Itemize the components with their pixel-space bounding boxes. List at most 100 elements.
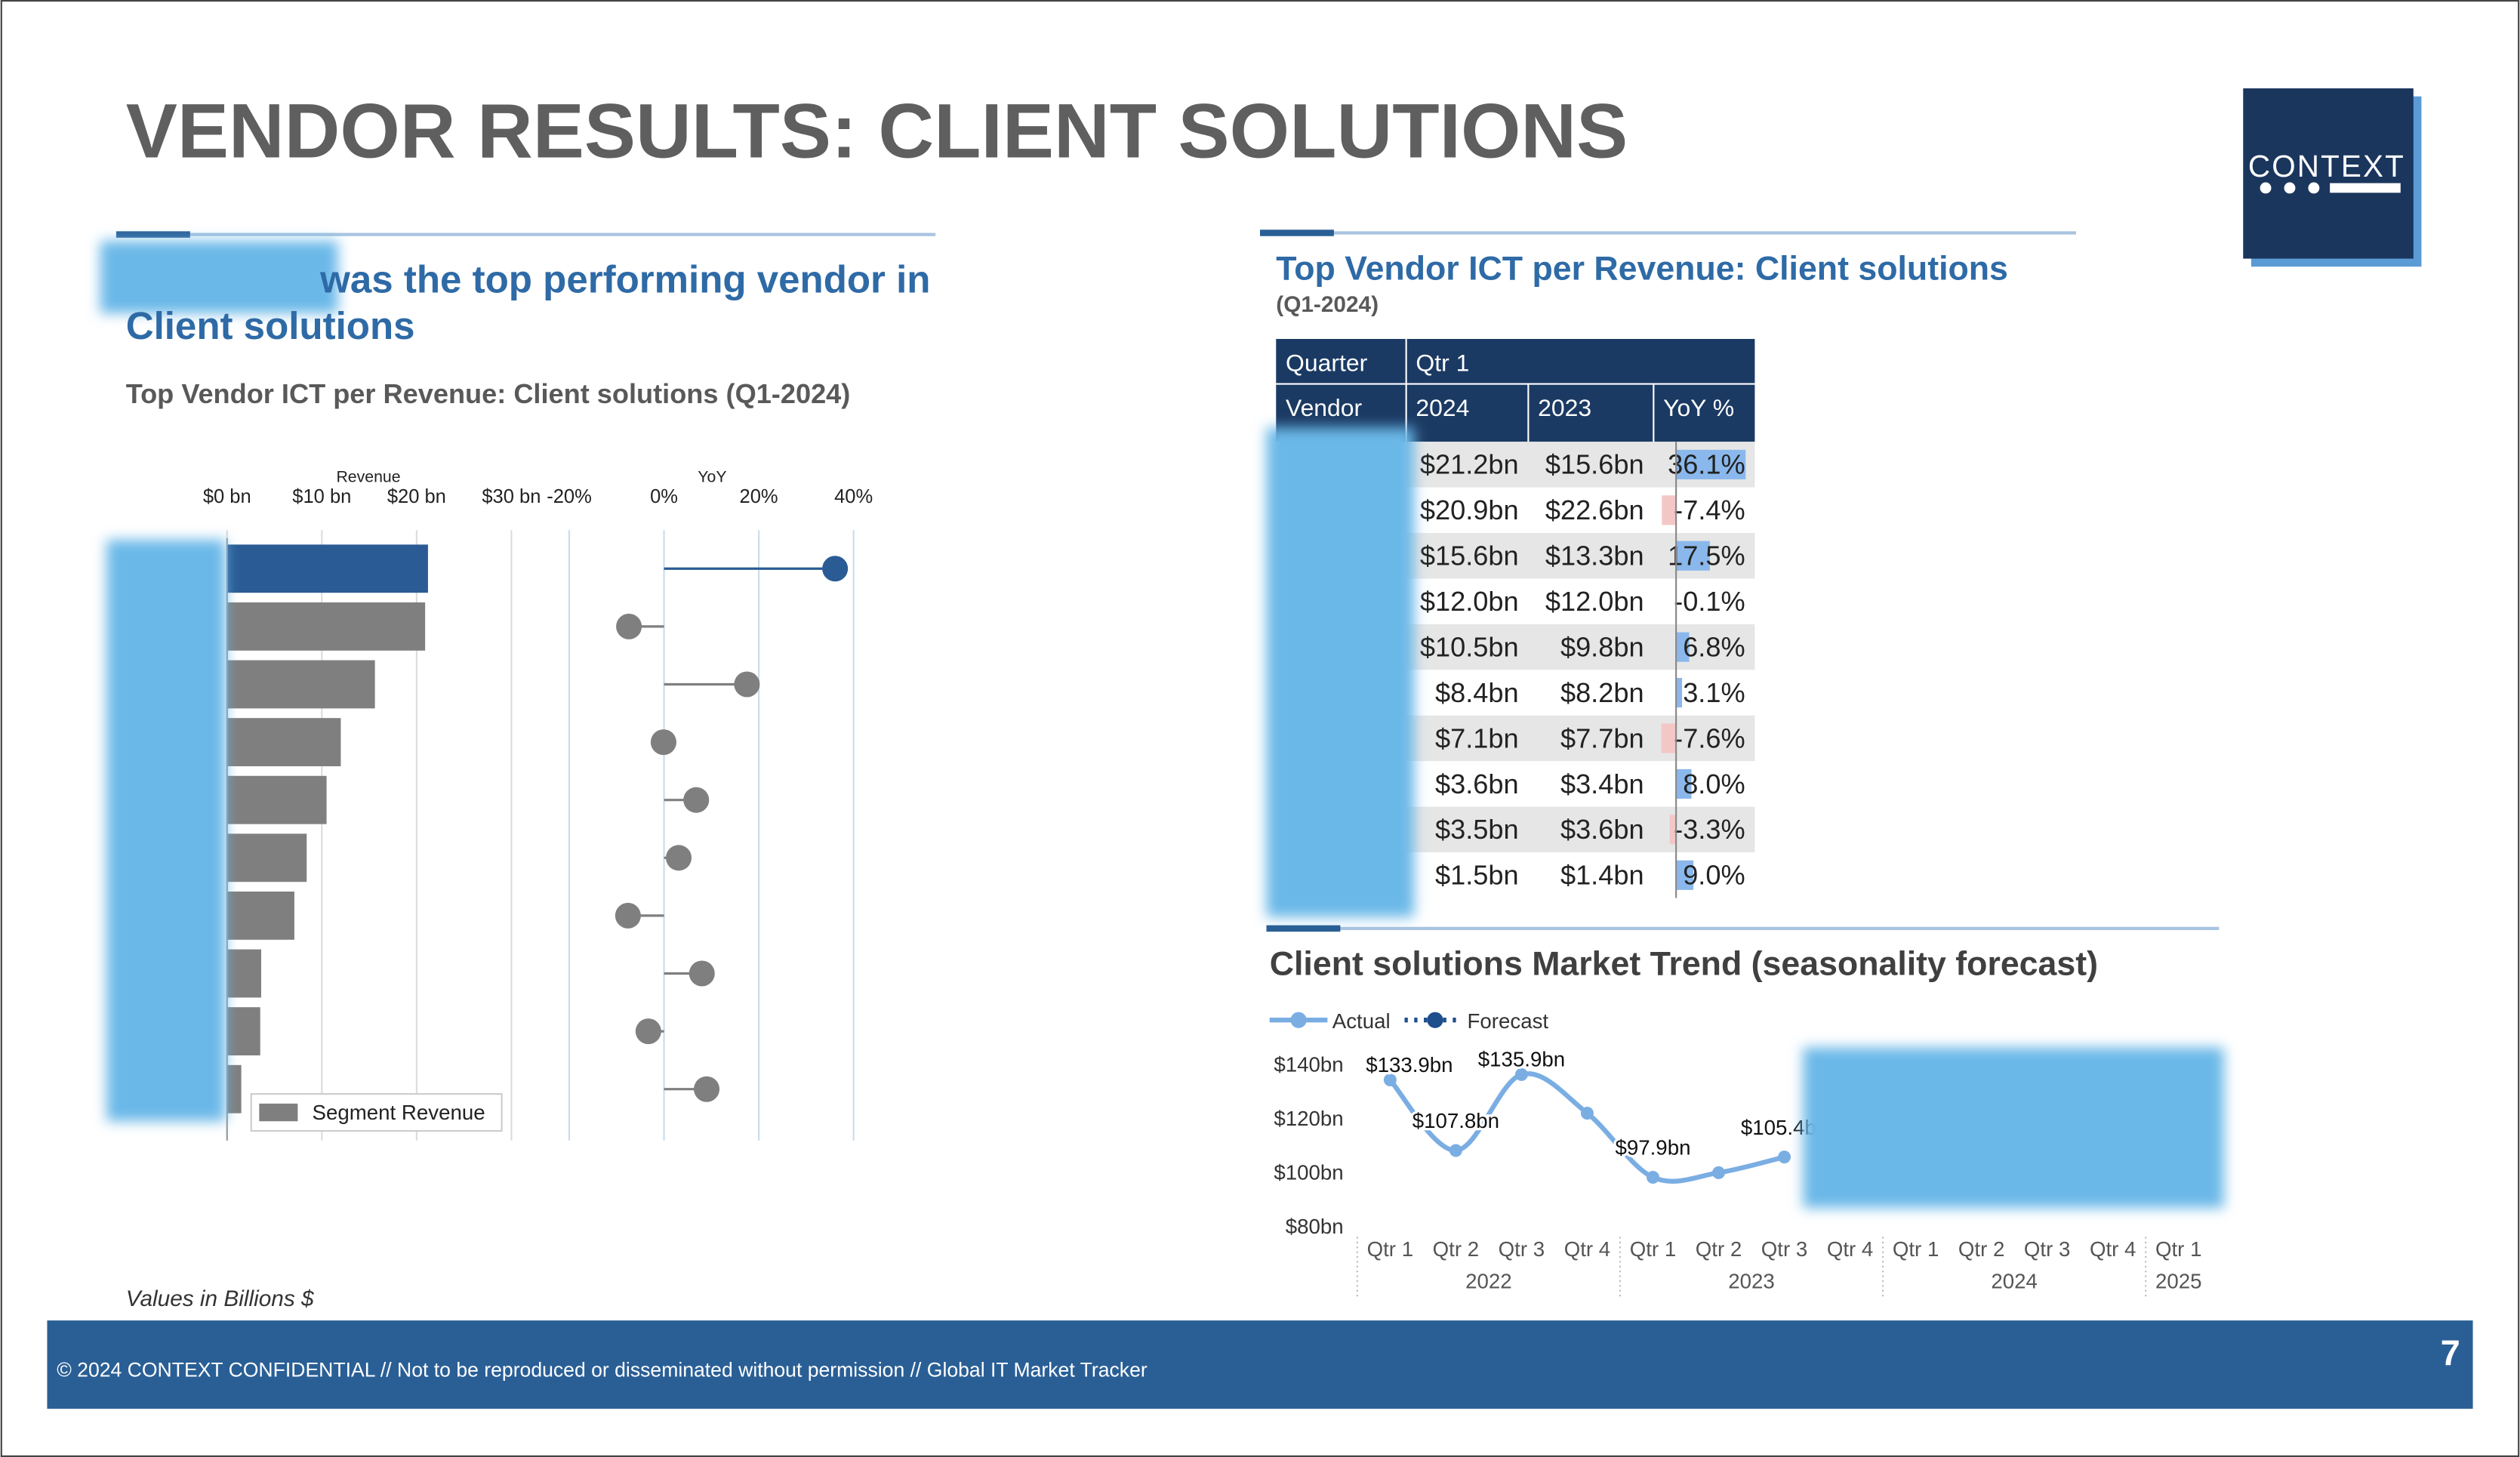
table-row xyxy=(1406,806,1755,853)
x-tick-label: 40% xyxy=(834,486,873,507)
legend-label: Segment Revenue xyxy=(313,1101,485,1124)
table-row xyxy=(1406,852,1755,898)
axis-title: Revenue xyxy=(336,467,400,485)
redaction xyxy=(1803,1047,2224,1209)
redaction xyxy=(1266,427,1415,918)
page-number: 7 xyxy=(2441,1334,2460,1373)
table-cell: $3.5bn xyxy=(1435,814,1519,845)
data-label: $133.9bn xyxy=(1366,1053,1453,1077)
x-tick-label: Qtr 3 xyxy=(1761,1237,1807,1261)
point xyxy=(1778,1151,1791,1164)
x-tick-label: $10 bn xyxy=(292,486,351,507)
data-bar xyxy=(1676,677,1683,708)
dot xyxy=(734,671,760,698)
point xyxy=(1383,1073,1397,1087)
table-cell: $7.1bn xyxy=(1435,722,1519,753)
y-tick-label: $140bn xyxy=(1274,1052,1343,1076)
table-header xyxy=(1276,338,1755,442)
logo-box xyxy=(2243,88,2414,259)
table-cell: $3.4bn xyxy=(1560,769,1644,799)
redaction xyxy=(106,539,226,1122)
headline: was the top performing vendor in xyxy=(319,257,930,300)
x-tick-label: Qtr 2 xyxy=(1696,1237,1742,1261)
table-cell: $8.4bn xyxy=(1435,677,1519,708)
table-row xyxy=(1406,761,1755,807)
x-tick-label: Qtr 1 xyxy=(1630,1237,1676,1261)
data-bar xyxy=(1676,449,1746,479)
table-cell: -0.1% xyxy=(1674,586,1745,617)
x-tick-label: $20 bn xyxy=(387,486,446,507)
x-tick-label: $0 bn xyxy=(203,486,251,507)
table-header-cell: Qtr 1 xyxy=(1416,350,1469,377)
dot xyxy=(635,1018,661,1045)
table-cell: $9.8bn xyxy=(1560,631,1644,662)
bar xyxy=(226,949,261,998)
table-cell: $3.6bn xyxy=(1435,769,1519,799)
table: Quarter Qtr 1 Vendor 2024 2023 YoY % $21.2bn $1… xyxy=(1266,338,1755,918)
x-tick-label: Qtr 1 xyxy=(1893,1237,1939,1261)
point xyxy=(1514,1067,1528,1081)
table-cell: $8.2bn xyxy=(1560,677,1644,708)
table-row xyxy=(1406,715,1755,762)
chart-title: Client solutions Market Trend (seasonali… xyxy=(1270,946,2098,983)
table-cell: $1.5bn xyxy=(1435,860,1519,891)
data-bar xyxy=(1661,723,1677,753)
footer-bar xyxy=(47,1320,2473,1409)
group-label: 2022 xyxy=(1465,1270,1512,1293)
x-tick-label: Qtr 3 xyxy=(1499,1237,1545,1261)
data-bar xyxy=(1676,860,1694,890)
logo-dots xyxy=(2260,182,2401,194)
table-cell: $21.2bn xyxy=(1420,449,1519,480)
x-tick-label: Qtr 1 xyxy=(1367,1237,1413,1261)
data-bar xyxy=(1676,632,1690,662)
legend-dot xyxy=(1290,1012,1307,1028)
table-header-cell: Vendor xyxy=(1286,394,1362,421)
x-tick-label: Qtr 2 xyxy=(1958,1237,2004,1261)
table-cell: $22.6bn xyxy=(1545,494,1644,525)
group-label: 2024 xyxy=(1991,1270,2038,1293)
table-title: Top Vendor ICT per Revenue: Client solut… xyxy=(1276,250,2008,287)
table-row xyxy=(1406,670,1755,716)
point xyxy=(1712,1166,1726,1179)
table-cell: $12.0bn xyxy=(1420,586,1519,617)
charts: $0 bn $10 bn $20 bn $30 bn Revenue Segment Re… xyxy=(106,467,2224,1298)
table-cell: -7.6% xyxy=(1674,722,1745,753)
logo-text: CONTEXT xyxy=(2248,149,2405,183)
redaction xyxy=(100,241,338,313)
x-tick-label: Qtr 4 xyxy=(1827,1237,1873,1261)
table-cell: $3.6bn xyxy=(1560,814,1644,845)
dot xyxy=(615,902,641,929)
table-header-cell: 2024 xyxy=(1416,394,1469,421)
bar xyxy=(226,891,294,940)
y-tick-label: $100bn xyxy=(1274,1161,1343,1184)
point xyxy=(1646,1170,1659,1184)
table-cell: $20.9bn xyxy=(1420,494,1519,525)
data-label: $107.8bn xyxy=(1412,1109,1499,1132)
point xyxy=(1580,1107,1594,1120)
table-row xyxy=(1406,487,1755,534)
x-tick-label: Qtr 1 xyxy=(2155,1237,2201,1261)
data-bar xyxy=(1669,815,1677,845)
table-header-cell: 2023 xyxy=(1538,394,1591,421)
bar xyxy=(226,775,327,824)
data-bar xyxy=(1676,541,1710,571)
bar xyxy=(226,1007,260,1056)
table-cell: $15.6bn xyxy=(1545,449,1644,480)
table-cell: 17.5% xyxy=(1668,541,1745,571)
slide-title: VENDOR RESULTS: CLIENT SOLUTIONS xyxy=(126,88,1628,174)
bar xyxy=(226,544,428,593)
legend-swatch xyxy=(259,1103,298,1122)
table-header-cell: YoY % xyxy=(1663,394,1734,421)
x-tick-label: -20% xyxy=(547,486,592,507)
bar xyxy=(226,660,375,709)
dot xyxy=(683,787,710,813)
x-tick-label: $30 bn xyxy=(482,486,541,507)
table-cell: $15.6bn xyxy=(1420,541,1519,571)
table-cell: $13.3bn xyxy=(1545,541,1644,571)
point xyxy=(1449,1144,1462,1157)
table-cell: $10.5bn xyxy=(1420,631,1519,662)
table-cell: -7.4% xyxy=(1674,494,1745,525)
data-label: $135.9bn xyxy=(1478,1048,1565,1071)
